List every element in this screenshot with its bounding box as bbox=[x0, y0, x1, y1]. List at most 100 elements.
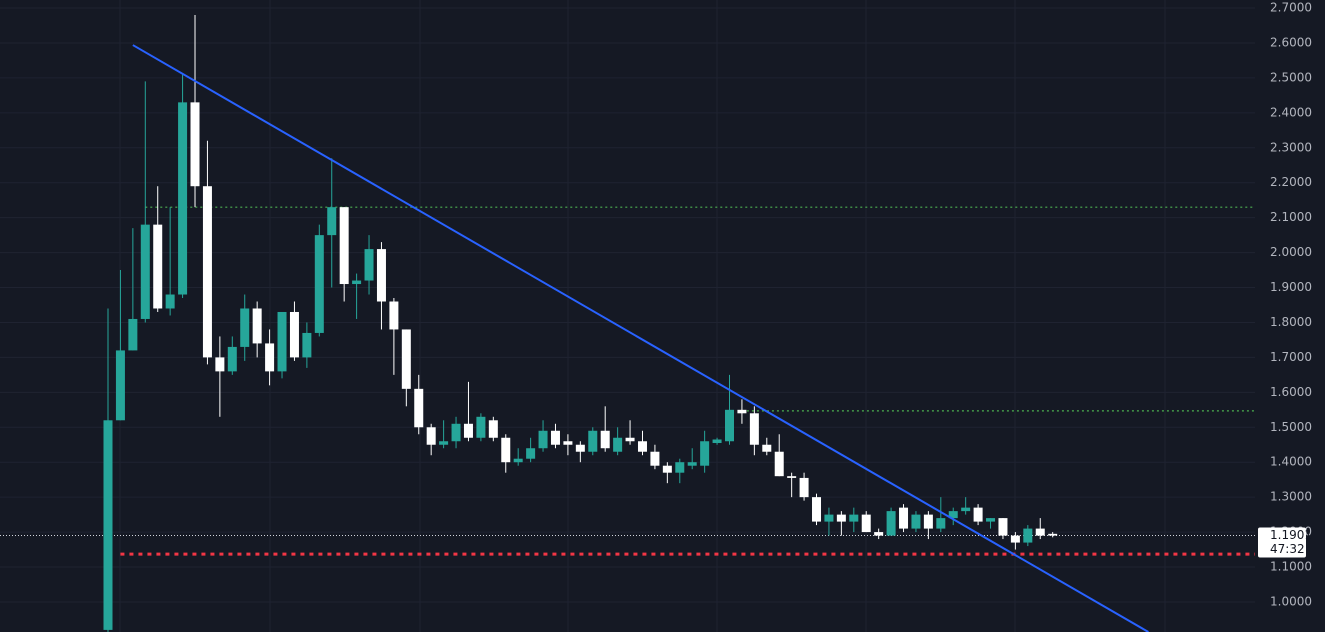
y-tick-label: 1.4000 bbox=[1270, 455, 1312, 469]
candle-body bbox=[861, 514, 871, 533]
candle-body bbox=[414, 388, 424, 428]
candle-body bbox=[376, 249, 386, 302]
candle-body bbox=[948, 511, 958, 519]
candle-body bbox=[451, 423, 461, 442]
y-tick-label: 1.5000 bbox=[1270, 420, 1312, 434]
candle-body bbox=[178, 102, 188, 295]
candle-body bbox=[153, 224, 163, 309]
candle-body bbox=[650, 451, 660, 466]
y-tick-label: 2.5000 bbox=[1270, 70, 1312, 84]
candle-body bbox=[849, 514, 859, 522]
candle-body bbox=[103, 420, 113, 630]
last-price-label: 1.1901 bbox=[1270, 528, 1312, 542]
y-tick-label: 1.9000 bbox=[1270, 280, 1312, 294]
candle-body bbox=[613, 437, 623, 452]
y-tick-label: 1.6000 bbox=[1270, 385, 1312, 399]
candle-body bbox=[812, 497, 822, 522]
candle-body bbox=[787, 476, 797, 478]
candle-body bbox=[899, 507, 909, 529]
candle-body bbox=[700, 441, 710, 466]
candle-body bbox=[252, 308, 262, 344]
candle-body bbox=[364, 249, 374, 281]
candle-body bbox=[215, 357, 225, 372]
candle-body bbox=[488, 420, 498, 438]
y-tick-label: 1.0000 bbox=[1270, 594, 1312, 608]
candle-body bbox=[637, 441, 647, 452]
candle-body bbox=[874, 532, 884, 536]
last-price-box bbox=[1258, 527, 1306, 558]
candle-body bbox=[911, 514, 921, 529]
candle-body bbox=[401, 329, 411, 389]
candle-body bbox=[749, 413, 759, 445]
y-tick-label: 1.7000 bbox=[1270, 350, 1312, 364]
candle-body bbox=[824, 514, 834, 522]
y-tick-label: 2.3000 bbox=[1270, 140, 1312, 154]
candle-body bbox=[165, 294, 175, 309]
trendline bbox=[132, 44, 1149, 632]
countdown-label: 47:32 bbox=[1270, 542, 1305, 556]
candle-body bbox=[588, 430, 598, 452]
candle-body bbox=[973, 507, 983, 522]
candle-body bbox=[327, 207, 337, 236]
candle-body bbox=[352, 280, 362, 285]
candle-body bbox=[625, 437, 635, 442]
candle-body bbox=[439, 441, 449, 445]
candle-body bbox=[289, 311, 299, 358]
candle-body bbox=[662, 465, 672, 473]
candle-body bbox=[277, 311, 287, 372]
candle-body bbox=[998, 518, 1008, 536]
candle-body bbox=[725, 409, 734, 442]
candle-body bbox=[1035, 528, 1045, 536]
candle-body bbox=[115, 350, 125, 421]
candle-body bbox=[737, 409, 747, 414]
x-grid bbox=[119, 0, 1166, 632]
candle-body bbox=[687, 462, 697, 466]
y-tick-label: 2.0000 bbox=[1270, 245, 1312, 259]
plot-area bbox=[0, 15, 1255, 632]
candle-body bbox=[227, 346, 237, 372]
candle-body bbox=[265, 343, 275, 372]
y-tick-label: 2.4000 bbox=[1270, 105, 1312, 119]
candle-body bbox=[501, 437, 511, 463]
candle-body bbox=[799, 477, 809, 498]
candle-body bbox=[936, 518, 946, 529]
candle-body bbox=[240, 308, 250, 347]
candle-body bbox=[513, 458, 523, 463]
candle-body bbox=[762, 444, 772, 452]
candle-body bbox=[302, 332, 312, 358]
candle-body bbox=[600, 430, 610, 449]
candle-body bbox=[1048, 533, 1058, 536]
y-tick-label: 2.6000 bbox=[1270, 35, 1312, 49]
candle-body bbox=[563, 441, 573, 445]
y-grid bbox=[0, 7, 1255, 603]
candle-body bbox=[712, 439, 722, 443]
candle-body bbox=[774, 451, 784, 477]
candle-body bbox=[675, 462, 685, 473]
candle-body bbox=[961, 507, 971, 512]
candle-body bbox=[463, 423, 473, 438]
candle-body bbox=[526, 448, 536, 459]
candle-body bbox=[575, 444, 585, 452]
price-axis: 1.00001.10001.20001.30001.40001.50001.60… bbox=[1258, 1, 1312, 608]
candle-body bbox=[923, 514, 933, 529]
candle-body bbox=[426, 427, 436, 445]
candle-body bbox=[986, 518, 996, 522]
y-tick-label: 2.2000 bbox=[1270, 175, 1312, 189]
candle-body bbox=[389, 301, 399, 330]
candle-body bbox=[886, 511, 896, 536]
candle-body bbox=[538, 430, 548, 449]
y-tick-label: 1.3000 bbox=[1270, 490, 1312, 504]
candle-body bbox=[140, 224, 150, 319]
y-tick-label: 2.1000 bbox=[1270, 210, 1312, 224]
y-tick-label: 1.1000 bbox=[1270, 560, 1312, 574]
candle-body bbox=[202, 186, 212, 358]
candle-body bbox=[128, 318, 138, 351]
candle-body bbox=[314, 235, 324, 333]
candle-body bbox=[476, 416, 486, 438]
y-tick-label: 2.7000 bbox=[1270, 1, 1312, 15]
candle-body bbox=[550, 430, 560, 445]
candle-body bbox=[339, 207, 349, 285]
